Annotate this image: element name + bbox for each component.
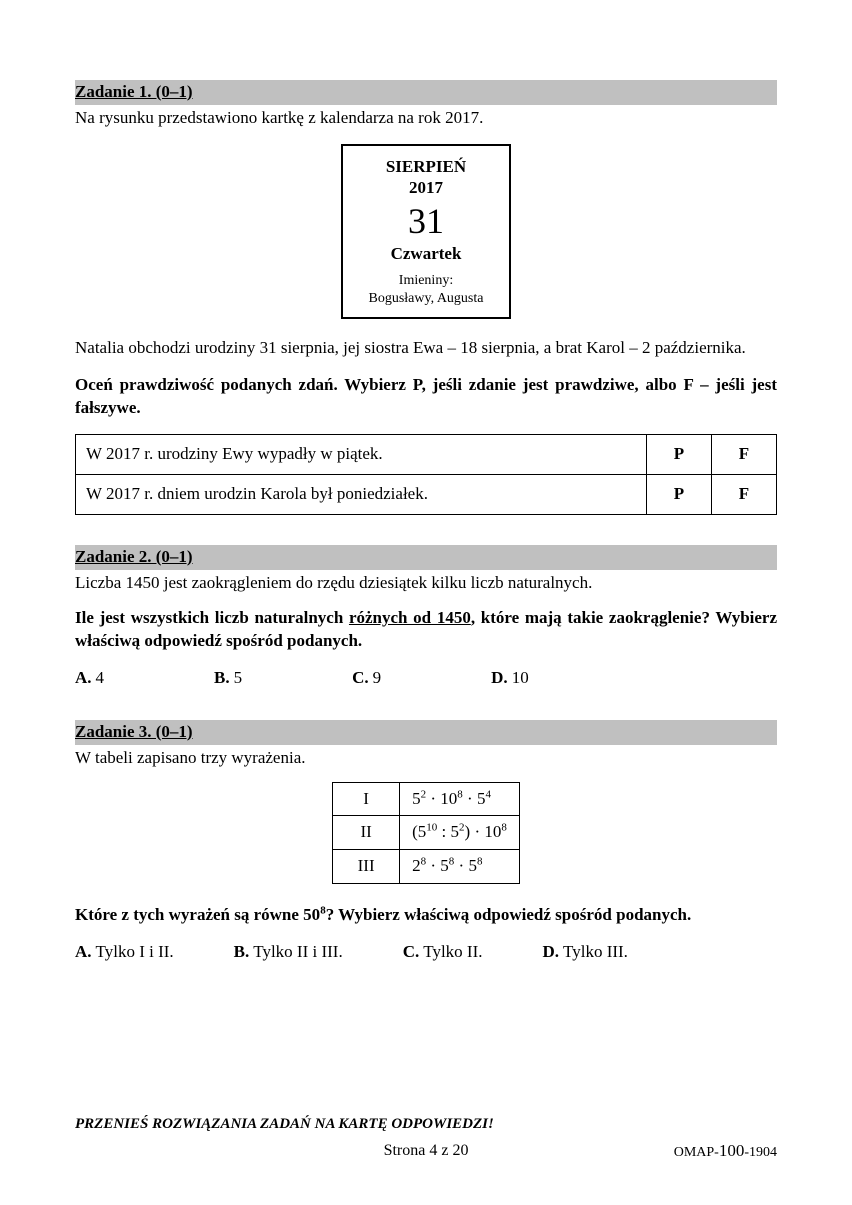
option-a[interactable]: A.Tylko I i II.	[75, 941, 174, 964]
calendar-day: 31	[361, 202, 491, 242]
calendar-month: SIERPIEŃ	[361, 156, 491, 179]
option-text: Tylko I i II.	[96, 942, 174, 961]
option-d[interactable]: D.10	[491, 667, 529, 690]
option-text: 10	[512, 668, 529, 687]
option-letter: B.	[214, 668, 230, 687]
task2-header-text: Zadanie 2. (0–1)	[75, 547, 193, 566]
expr-cell: 52 · 108 · 54	[400, 782, 520, 816]
table-row: II (510 : 52) · 108	[333, 816, 520, 850]
task3-header: Zadanie 3. (0–1)	[75, 720, 777, 745]
option-a[interactable]: A.4	[75, 667, 104, 690]
statement-cell: W 2017 r. dniem urodzin Karola był ponie…	[76, 475, 647, 515]
option-p[interactable]: P	[647, 475, 712, 515]
task1-table: W 2017 r. urodziny Ewy wypadły w piątek.…	[75, 434, 777, 515]
task2-header: Zadanie 2. (0–1)	[75, 545, 777, 570]
option-b[interactable]: B.5	[214, 667, 242, 690]
task2-intro: Liczba 1450 jest zaokrągleniem do rzędu …	[75, 572, 777, 595]
calendar-dow: Czwartek	[361, 243, 491, 266]
calendar-wrap: SIERPIEŃ 2017 31 Czwartek Imieniny: Bogu…	[75, 144, 777, 319]
page-footer: PRZENIEŚ ROZWIĄZANIA ZADAŃ NA KARTĘ ODPO…	[75, 1114, 777, 1163]
task3-options: A.Tylko I i II. B.Tylko II i III. C.Tylk…	[75, 941, 777, 964]
task2-options: A.4 B.5 C.9 D.10	[75, 667, 777, 690]
statement-cell: W 2017 r. urodziny Ewy wypadły w piątek.	[76, 435, 647, 475]
calendar-year: 2017	[361, 177, 491, 200]
option-letter: A.	[75, 942, 92, 961]
option-letter: C.	[403, 942, 420, 961]
option-f[interactable]: F	[712, 435, 777, 475]
task1-instruction: Oceń prawdziwość podanych zdań. Wybierz …	[75, 374, 777, 420]
option-letter: B.	[234, 942, 250, 961]
option-letter: A.	[75, 668, 92, 687]
expr-cell: 28 · 58 · 58	[400, 850, 520, 884]
task1-paragraph: Natalia obchodzi urodziny 31 sierpnia, j…	[75, 337, 777, 360]
option-text: Tylko II i III.	[253, 942, 342, 961]
option-p[interactable]: P	[647, 435, 712, 475]
footer-page: Strona 4 z 20	[75, 1140, 777, 1162]
option-text: Tylko II.	[423, 942, 482, 961]
table-row: I 52 · 108 · 54	[333, 782, 520, 816]
expr-cell: (510 : 52) · 108	[400, 816, 520, 850]
table-row: W 2017 r. urodziny Ewy wypadły w piątek.…	[76, 435, 777, 475]
task3-header-text: Zadanie 3. (0–1)	[75, 722, 193, 741]
expr-roman: III	[333, 850, 400, 884]
option-text: Tylko III.	[563, 942, 628, 961]
option-b[interactable]: B.Tylko II i III.	[234, 941, 343, 964]
task3-intro: W tabeli zapisano trzy wyrażenia.	[75, 747, 777, 770]
option-text: 5	[234, 668, 243, 687]
task1-header: Zadanie 1. (0–1)	[75, 80, 777, 105]
task3-question: Które z tych wyrażeń są równe 508? Wybie…	[75, 904, 777, 927]
option-letter: D.	[543, 942, 560, 961]
option-f[interactable]: F	[712, 475, 777, 515]
option-c[interactable]: C.Tylko II.	[403, 941, 483, 964]
option-d[interactable]: D.Tylko III.	[543, 941, 628, 964]
option-c[interactable]: C.9	[352, 667, 381, 690]
exam-page: Zadanie 1. (0–1) Na rysunku przedstawion…	[0, 0, 852, 1205]
table-row: III 28 · 58 · 58	[333, 850, 520, 884]
option-text: 4	[96, 668, 105, 687]
task1-header-text: Zadanie 1. (0–1)	[75, 82, 193, 101]
task2-question: Ile jest wszystkich liczb naturalnych ró…	[75, 607, 777, 653]
expr-roman: I	[333, 782, 400, 816]
option-text: 9	[373, 668, 382, 687]
task1-intro: Na rysunku przedstawiono kartkę z kalend…	[75, 107, 777, 130]
footer-line: Strona 4 z 20 OMAP-100-1904	[75, 1140, 777, 1163]
calendar-nameday-header: Imieniny:	[361, 272, 491, 290]
task2-q-pre: Ile jest wszystkich liczb naturalnych	[75, 608, 349, 627]
expr-roman: II	[333, 816, 400, 850]
table-row: W 2017 r. dniem urodzin Karola był ponie…	[76, 475, 777, 515]
task3-expr-table: I 52 · 108 · 54 II (510 : 52) · 108 III …	[332, 782, 520, 885]
calendar-card: SIERPIEŃ 2017 31 Czwartek Imieniny: Bogu…	[341, 144, 511, 319]
task2-q-underline: różnych od 1450	[349, 608, 471, 627]
option-letter: C.	[352, 668, 369, 687]
footer-instruction: PRZENIEŚ ROZWIĄZANIA ZADAŃ NA KARTĘ ODPO…	[75, 1114, 777, 1134]
option-letter: D.	[491, 668, 508, 687]
calendar-nameday-names: Bogusławy, Augusta	[361, 290, 491, 308]
